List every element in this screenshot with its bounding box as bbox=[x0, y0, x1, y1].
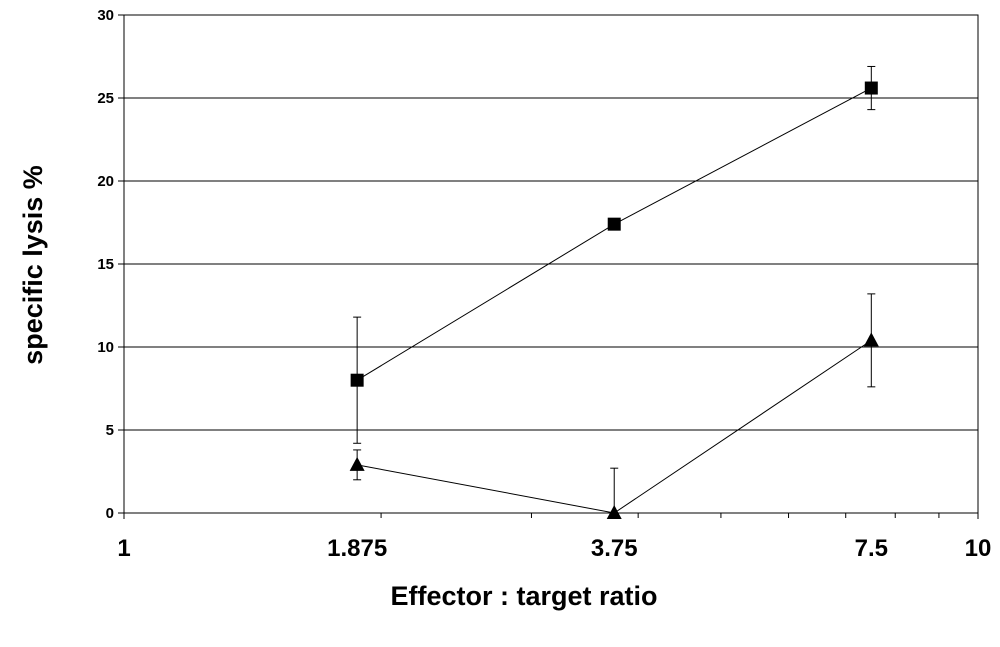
data-point-square bbox=[864, 81, 878, 95]
y-tick-label: 25 bbox=[97, 90, 114, 107]
x-axis-title: Effector : target ratio bbox=[390, 581, 657, 611]
series-line bbox=[356, 87, 872, 381]
gridlines bbox=[124, 97, 978, 431]
y-tick-label: 5 bbox=[106, 422, 114, 439]
data-point-square bbox=[350, 373, 364, 387]
series-2 bbox=[349, 293, 879, 519]
x-tick-label: 3.75 bbox=[591, 535, 638, 562]
series-layer bbox=[349, 65, 879, 519]
y-axis-title: specific lysis % bbox=[18, 165, 48, 365]
y-tick-label: 20 bbox=[97, 173, 114, 190]
series-1 bbox=[350, 65, 878, 444]
y-tick-label: 10 bbox=[97, 339, 114, 356]
y-tick-label: 30 bbox=[97, 7, 114, 24]
x-tick-label: 1 bbox=[117, 535, 130, 562]
y-tick-label: 15 bbox=[97, 256, 114, 273]
data-point-triangle bbox=[349, 456, 365, 471]
axes: 0 5 10 15 20 25 30 1 1.875 3.75 7.5 10 bbox=[97, 7, 991, 562]
data-point-square bbox=[607, 217, 621, 231]
x-tick-label: 10 bbox=[965, 535, 992, 562]
x-tick-label: 7.5 bbox=[855, 535, 888, 562]
data-point-triangle bbox=[863, 332, 879, 347]
x-tick-label: 1.875 bbox=[327, 535, 387, 562]
data-point-triangle bbox=[606, 505, 622, 519]
y-tick-label: 0 bbox=[106, 505, 114, 522]
